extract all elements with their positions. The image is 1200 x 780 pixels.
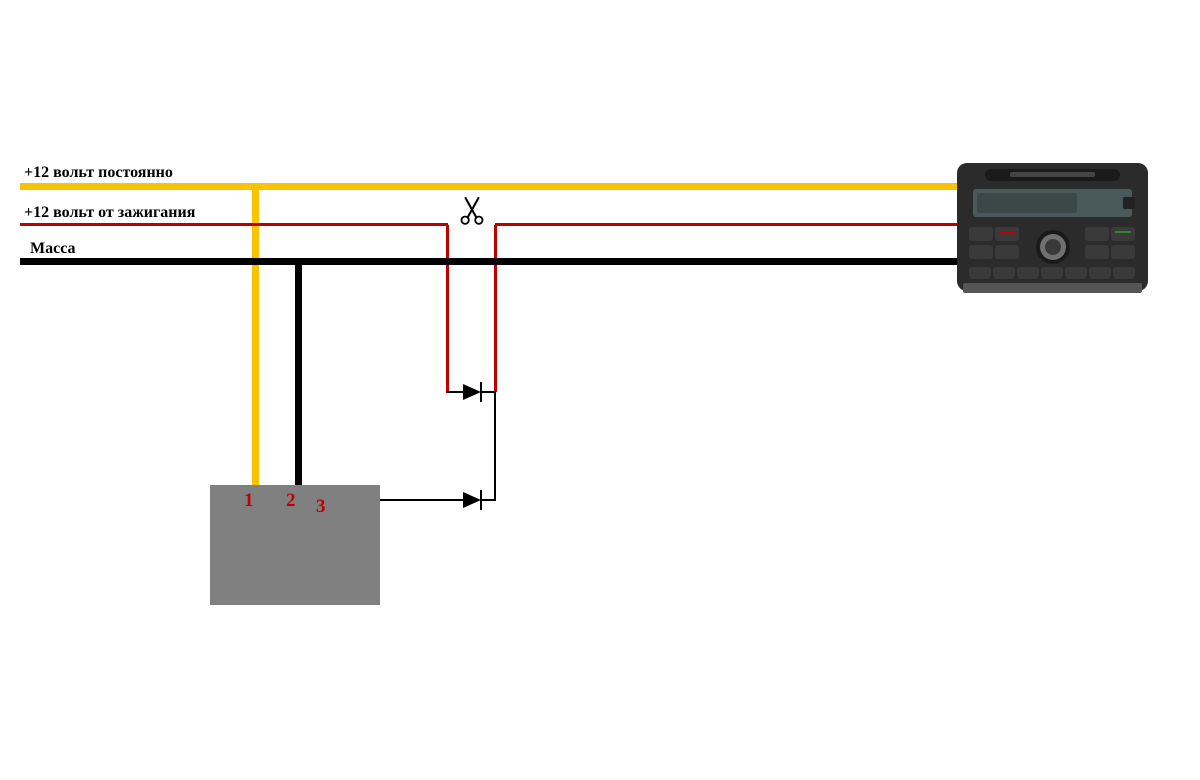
wire-black-main [20, 258, 960, 265]
pin-label-1: 1 [244, 490, 254, 512]
wire-yellow-branch [252, 186, 259, 485]
wire-red-right-branch [494, 225, 497, 392]
diode-upper [455, 380, 500, 404]
label-ground: Масса [30, 240, 76, 258]
wire-red-left-main [20, 223, 448, 226]
wire-red-right-main [495, 223, 960, 226]
scissors-icon [458, 195, 486, 227]
wire-black-branch [295, 261, 302, 485]
label-ignition-12v: +12 вольт от зажигания [24, 204, 195, 222]
pin-label-3: 3 [316, 496, 326, 518]
radio-headunit-icon [955, 155, 1150, 300]
wire-yellow-main [20, 183, 960, 190]
label-constant-12v: +12 вольт постоянно [24, 164, 173, 182]
pin-label-2: 2 [286, 490, 296, 512]
diode-lower [455, 488, 500, 512]
wire-red-left-branch [446, 225, 449, 393]
wire-diode-join [494, 392, 496, 501]
